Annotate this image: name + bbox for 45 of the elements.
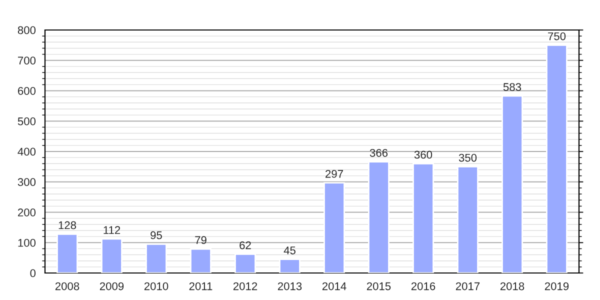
x-tick-label: 2011 [189,282,212,290]
x-tick-label: 2018 [500,282,524,290]
bar [279,258,300,273]
data-label: 95 [150,231,162,240]
y-tick-label: 300 [18,178,36,186]
data-label: 45 [284,246,296,254]
data-label: 360 [414,150,432,159]
x-tick-label: 2009 [100,282,124,290]
data-label: 128 [58,221,76,230]
x-tick-label: 2017 [456,282,480,290]
data-label: 297 [326,170,343,178]
data-label: 62 [240,241,251,250]
data-label: 79 [195,236,206,244]
y-tick-label: 800 [18,26,36,34]
bar [546,44,568,273]
bar [324,182,345,273]
bar [502,95,523,273]
y-tick-label: 0 [30,269,36,278]
y-tick-label: 200 [18,208,36,216]
x-tick-label: 2015 [366,282,391,290]
bar [412,162,434,273]
y-tick-label: 500 [18,117,36,126]
bar [56,233,78,273]
y-tick-label: 400 [18,148,36,156]
x-tick-label: 2012 [233,282,258,290]
x-tick-label: 2019 [544,282,569,290]
x-tick-label: 2014 [322,282,346,290]
x-tick-label: 2016 [411,282,436,290]
bar [457,166,478,273]
data-label: 112 [104,226,120,234]
x-tick-label: 2008 [55,282,80,290]
bar [190,248,212,273]
data-label: 583 [503,83,522,91]
y-tick-label: 600 [18,87,36,95]
y-tick-label: 100 [18,238,36,247]
bar [101,238,122,273]
bar [234,253,256,273]
bar [368,161,390,273]
data-label: 366 [370,148,388,157]
data-label: 350 [458,154,477,162]
x-tick-label: 2013 [278,282,302,290]
data-label: 750 [548,32,566,40]
bar [146,243,167,273]
x-tick-label: 2010 [144,282,168,290]
y-tick-label: 700 [18,56,36,65]
